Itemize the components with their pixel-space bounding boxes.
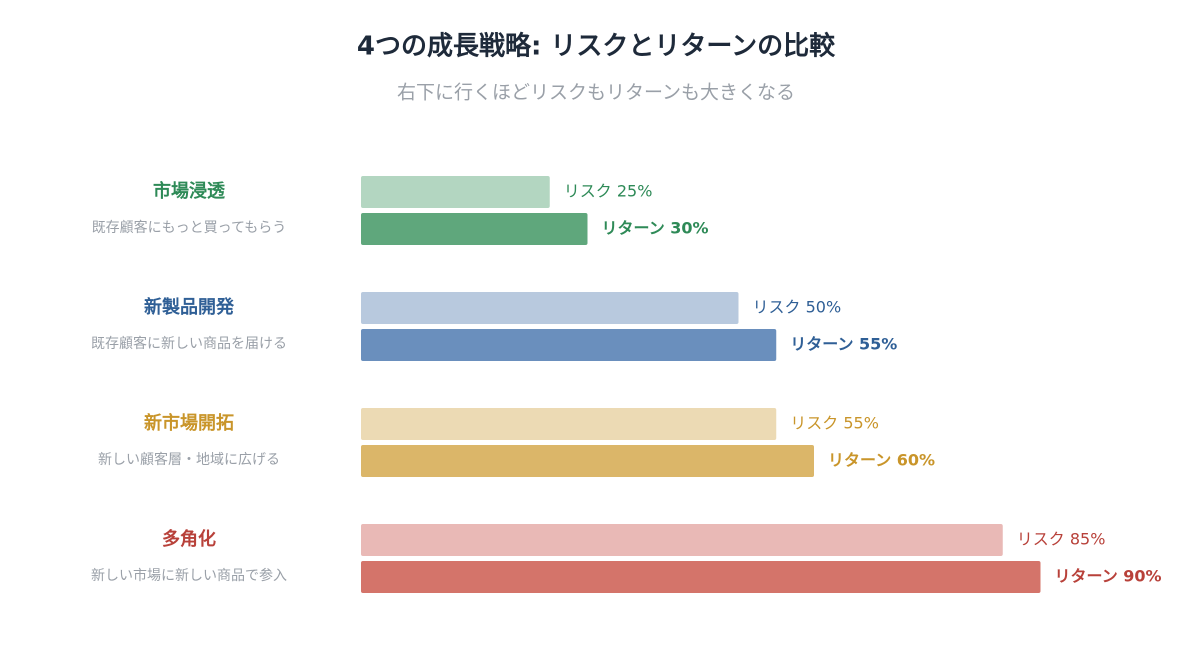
category-description: 新しい市場に新しい商品で参入 [91,567,287,584]
category-label: 多角化 [162,528,216,550]
chart-subtitle: 右下に行くほどリスクもリターンも大きくなる [397,82,795,104]
category-description: 新しい顧客層・地域に広げる [98,451,280,468]
value-label: リターン 60% [828,451,935,470]
category-description: 既存顧客に新しい商品を届ける [91,335,287,352]
category-label: 新市場開拓 [144,412,234,434]
bar [361,292,739,324]
value-label: リターン 55% [790,335,897,354]
value-label: リスク 25% [564,182,653,201]
bar [361,524,1003,556]
category-description: 既存顧客にもっと買ってもらう [92,219,287,236]
value-label: リターン 90% [1055,567,1162,586]
bar [361,329,777,361]
category-label: 市場浸透 [153,180,226,202]
bar [361,213,588,245]
value-label: リスク 85% [1017,530,1106,549]
value-label: リスク 55% [790,414,879,433]
chart-title: 4つの成長戦略: リスクとリターンの比較 [357,31,836,62]
value-label: リスク 50% [753,298,842,317]
bar [361,561,1041,593]
bar [361,408,777,440]
bar [361,445,814,477]
bar [361,176,550,208]
category-label: 新製品開発 [144,296,235,318]
value-label: リターン 30% [602,219,709,238]
